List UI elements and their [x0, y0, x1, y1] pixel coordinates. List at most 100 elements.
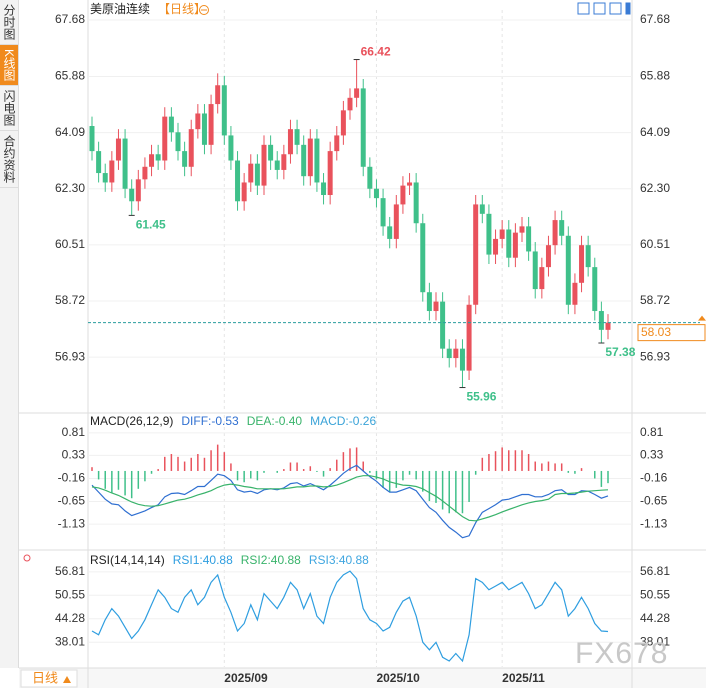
y-tick-label-right: 56.81	[640, 564, 670, 578]
settings-icon[interactable]	[23, 554, 31, 562]
candle-body	[486, 213, 492, 255]
candle-body	[526, 226, 532, 252]
x-tick-label: 2025/11	[502, 671, 545, 685]
candle-body	[585, 245, 591, 268]
candle-body	[215, 85, 221, 105]
candle-body	[373, 188, 379, 199]
candle-body	[327, 151, 333, 196]
candle-body	[228, 135, 234, 161]
candle-body	[109, 160, 115, 183]
y-tick-label-left: 44.28	[55, 611, 85, 625]
candle-body	[532, 251, 538, 290]
candle-body	[115, 138, 121, 161]
rsi-line	[91, 570, 609, 663]
sidebar-tab[interactable]: 闪电图	[0, 86, 18, 132]
y-tick-label-right: -1.13	[640, 516, 668, 530]
legend-entry: RSI2:40.88	[241, 553, 301, 567]
candle-body	[195, 113, 201, 130]
candle-body	[459, 348, 465, 371]
y-tick-label-left: 0.33	[62, 448, 86, 462]
candle-body	[254, 163, 260, 186]
candle-body	[162, 116, 168, 161]
candle-body	[393, 204, 399, 239]
watermark: FX678	[575, 637, 668, 670]
y-tick-label-left: 56.93	[55, 349, 85, 363]
candle-body	[188, 129, 194, 167]
candle-body	[221, 85, 227, 136]
candle-body	[466, 304, 472, 371]
candle-body	[440, 301, 446, 349]
candle-body	[446, 348, 452, 359]
candle-body	[592, 267, 598, 312]
candle-body	[407, 182, 413, 186]
y-tick-label-right: 38.01	[640, 634, 670, 648]
sidebar: 分时图 K线图 闪电图 合约资料	[0, 0, 19, 668]
x-tick-label: 2025/09	[224, 671, 268, 685]
candle-body	[241, 182, 247, 202]
candle-body	[552, 220, 558, 246]
candle-body	[499, 229, 505, 239]
zoom-icon[interactable]	[593, 2, 606, 15]
candle-body	[539, 267, 545, 290]
candle-body	[400, 185, 406, 205]
y-tick-label-left: -0.16	[58, 471, 86, 485]
sidebar-tab[interactable]: 合约资料	[0, 131, 18, 189]
candle-body	[572, 282, 578, 305]
prev-icon[interactable]	[609, 2, 622, 15]
y-tick-label-left: 50.55	[55, 587, 85, 601]
candle-body	[565, 235, 571, 305]
y-tick-label-right: -0.16	[640, 471, 668, 485]
timeframe-button[interactable]	[20, 669, 78, 688]
indicator-title: RSI(14,14,14)	[90, 553, 165, 567]
last-price-box	[637, 324, 706, 342]
candle-body	[420, 223, 426, 293]
y-tick-label-left: 56.81	[55, 564, 85, 578]
toggle-icon[interactable]	[199, 5, 209, 15]
y-tick-label-left: 64.09	[55, 125, 85, 139]
candle-body	[354, 88, 360, 98]
candle-body	[102, 173, 108, 183]
extreme-label: 55.96	[466, 390, 496, 404]
y-tick-label-left: -0.65	[58, 494, 86, 508]
y-tick-label-right: 64.09	[640, 125, 670, 139]
candle-body	[89, 126, 95, 152]
y-tick-label-right: 0.33	[640, 448, 664, 462]
candle-body	[235, 160, 241, 202]
y-tick-label-right: 50.55	[640, 587, 670, 601]
indicator-title: MACD(26,12,9)	[90, 414, 173, 428]
candle-body	[122, 138, 128, 189]
candle-body	[413, 182, 419, 224]
y-tick-label-left: 60.51	[55, 237, 85, 251]
bottom-bar	[19, 668, 706, 688]
candle-body	[287, 129, 293, 155]
candle-body	[268, 144, 274, 161]
candle-body	[274, 160, 280, 170]
legend-entry: MACD:-0.26	[310, 414, 376, 428]
candle-body	[559, 220, 565, 236]
candle-body	[598, 311, 604, 330]
candle-body	[453, 348, 459, 359]
candle-body	[367, 166, 373, 189]
y-tick-label-left: 62.30	[55, 181, 85, 195]
timeframe-label[interactable]: 日线	[32, 670, 58, 685]
extreme-label: 66.42	[361, 45, 391, 59]
candle-body	[387, 226, 393, 239]
sidebar-tab[interactable]: 分时图	[0, 0, 18, 45]
candle-body	[281, 154, 287, 170]
y-tick-label-right: 0.81	[640, 425, 664, 439]
legend-entry: RSI1:40.88	[173, 553, 233, 567]
candle-body	[334, 135, 340, 152]
sidebar-tab[interactable]: K线图	[0, 45, 18, 87]
toolbar-icons[interactable]	[577, 2, 631, 15]
candle-body	[340, 110, 346, 136]
chart-title: 美原油连续	[90, 1, 150, 16]
next-icon[interactable]	[625, 2, 631, 15]
candle-body	[301, 144, 307, 177]
zoom-icon[interactable]	[577, 2, 590, 15]
chart-subtitle: 【日线】	[158, 2, 206, 16]
y-tick-label-right: 58.72	[640, 293, 670, 307]
candle-body	[96, 151, 102, 174]
y-tick-label-right: 65.88	[640, 69, 670, 83]
candle-body	[248, 163, 254, 183]
